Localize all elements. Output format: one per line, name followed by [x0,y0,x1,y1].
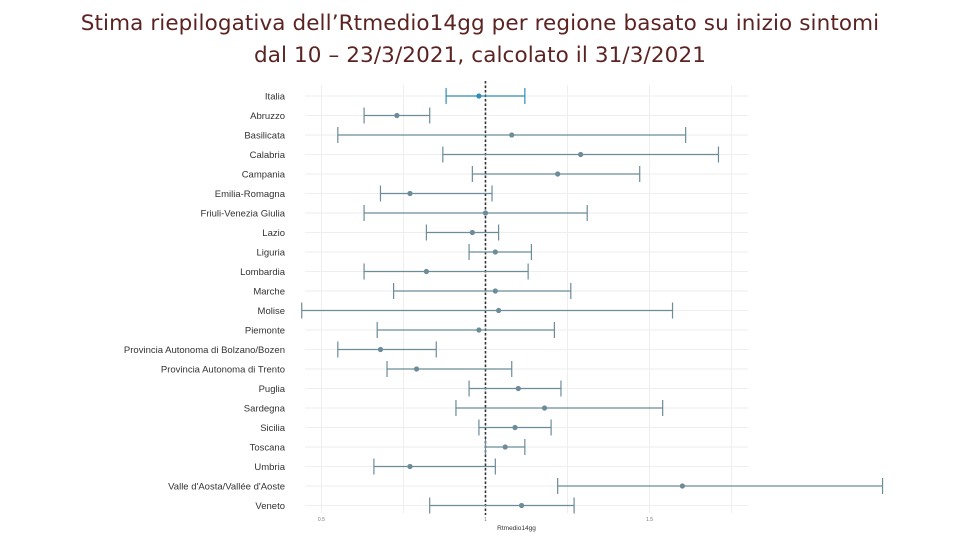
forest-row: Provincia Autonoma di Trento [161,361,513,377]
point-estimate [515,385,521,392]
forest-row: Lazio [262,224,500,241]
point-estimate [482,210,489,216]
region-label: Provincia Autonoma di Trento [161,364,285,375]
point-estimate [578,151,584,158]
x-tick-label: 0.5 [318,517,325,523]
forest-row: Provincia Autonoma di Bolzano/Bozen [124,341,437,358]
forest-row: Liguria [256,244,533,260]
forest-row: Umbria [254,458,496,475]
forest-row: Toscana [250,439,526,455]
forest-row: Campania [242,166,641,182]
point-estimate [394,112,400,119]
region-label: Abruzzo [250,111,285,122]
point-estimate [407,463,413,470]
point-estimate [469,229,475,236]
forest-row: Piemonte [245,322,555,338]
title-line-2: dal 10 – 23/3/2021, calcolato il 31/3/20… [253,43,707,68]
region-label: Lombardia [240,267,286,278]
region-label: Piemonte [245,325,285,336]
x-axis-title: Rtmedio14gg [497,525,536,532]
region-label: Liguria [256,247,285,258]
region-label: Lazio [262,228,285,239]
point-estimate [377,346,384,353]
forest-row: Veneto [255,497,575,514]
point-estimate [518,502,525,509]
forest-row: Molise [258,302,674,319]
x-tick-label: 1.5 [646,517,653,523]
point-estimate [509,132,515,138]
slide-title: Stima riepilogativa dell’Rtmedio14gg per… [0,8,960,72]
region-label: Friuli-Venezia Giulia [201,208,286,219]
point-estimate [679,483,685,489]
region-label: Calabria [250,150,286,161]
rows: Italia Abruzzo Basilicata Calabria Campania E… [124,88,884,514]
region-label: Valle d'Aosta/Vallée d'Aoste [168,481,285,492]
region-label: Marche [253,286,285,297]
point-estimate [555,171,561,177]
forest-row: Valle d'Aosta/Vallée d'Aoste [168,478,884,494]
point-estimate [541,405,548,411]
forest-row: Lombardia [240,263,529,280]
point-estimate [512,424,518,431]
region-label: Campania [242,169,286,180]
x-tick-label: 1 [484,517,487,523]
region-label: Puglia [259,384,286,395]
forest-row: Italia [265,88,526,104]
forest-row: Emilia-Romagna [215,185,493,202]
point-estimate [423,268,430,275]
point-estimate [407,190,413,197]
region-label: Toscana [250,442,286,453]
region-label: Basilicata [244,130,285,141]
region-label: Veneto [255,501,285,512]
forest-row: Sicilia [260,419,552,436]
region-label: Sicilia [260,423,286,434]
title-line-1: Stima riepilogativa dell’Rtmedio14gg per… [80,11,880,36]
point-estimate [476,327,482,333]
forest-row: Puglia [259,380,562,397]
point-estimate [496,307,502,314]
grid [305,81,748,515]
point-estimate [492,249,498,255]
point-estimate [492,288,498,294]
region-label: Umbria [254,462,285,473]
forest-row: Calabria [250,146,720,163]
forest-row: Marche [253,283,572,299]
region-label: Sardegna [244,403,286,414]
region-label: Emilia-Romagna [215,189,286,200]
region-label: Italia [265,91,286,102]
x-axis: Rtmedio14gg 0.5 1 1.5 [318,517,653,532]
point-estimate [413,366,420,372]
forest-row: Basilicata [244,127,687,143]
forest-row: Friuli-Venezia Giulia [201,205,588,221]
point-estimate [502,444,508,450]
point-estimate [476,93,482,99]
region-label: Provincia Autonoma di Bolzano/Bozen [124,345,285,356]
forest-row: Sardegna [244,400,664,416]
region-label: Molise [258,306,285,317]
forest-row: Abruzzo [250,107,431,124]
